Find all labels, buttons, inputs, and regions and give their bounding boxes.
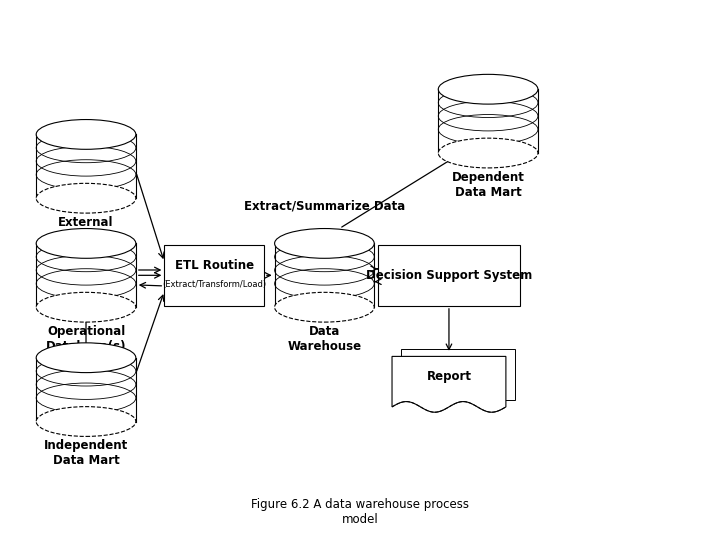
Text: External
Data: External Data xyxy=(58,216,114,244)
Text: Decision Support System: Decision Support System xyxy=(366,269,532,282)
Ellipse shape xyxy=(438,138,538,168)
Ellipse shape xyxy=(36,119,136,150)
Polygon shape xyxy=(36,244,136,307)
Text: Report: Report xyxy=(426,370,472,383)
Ellipse shape xyxy=(438,75,538,104)
Text: Independent
Data Mart: Independent Data Mart xyxy=(44,439,128,467)
Polygon shape xyxy=(392,356,506,412)
Text: Dependent
Data Mart: Dependent Data Mart xyxy=(451,171,525,199)
Ellipse shape xyxy=(36,184,136,213)
Polygon shape xyxy=(401,349,515,400)
Ellipse shape xyxy=(274,228,374,258)
Text: Operational
Database(s): Operational Database(s) xyxy=(46,325,126,353)
Ellipse shape xyxy=(274,292,374,322)
Text: (Extract/Transform/Load): (Extract/Transform/Load) xyxy=(162,280,266,289)
Ellipse shape xyxy=(36,292,136,322)
Ellipse shape xyxy=(36,407,136,436)
Text: Data
Warehouse: Data Warehouse xyxy=(287,325,361,353)
Polygon shape xyxy=(438,89,538,153)
Polygon shape xyxy=(378,245,520,306)
Polygon shape xyxy=(164,245,264,306)
Text: ETL Routine: ETL Routine xyxy=(174,259,253,272)
Ellipse shape xyxy=(36,228,136,258)
Polygon shape xyxy=(36,357,136,422)
Polygon shape xyxy=(36,134,136,198)
Ellipse shape xyxy=(36,343,136,373)
Text: Figure 6.2 A data warehouse process
model: Figure 6.2 A data warehouse process mode… xyxy=(251,498,469,526)
Polygon shape xyxy=(274,244,374,307)
Text: Extract/Summarize Data: Extract/Summarize Data xyxy=(244,200,405,213)
